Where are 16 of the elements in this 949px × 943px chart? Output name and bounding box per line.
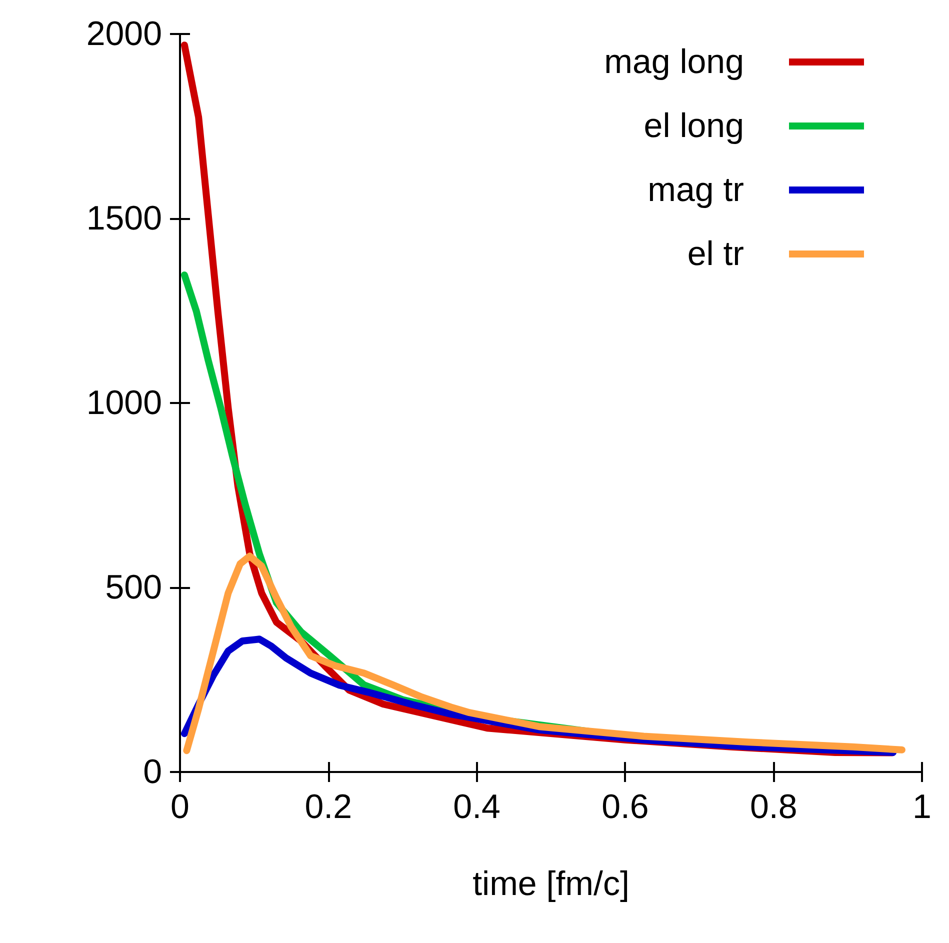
x-tick-label: 0.4 xyxy=(453,788,500,826)
y-tick-label: 500 xyxy=(105,568,162,606)
x-tick-label: 0.6 xyxy=(602,788,649,826)
legend-label: el long xyxy=(644,107,744,145)
x-tick-label: 0 xyxy=(170,788,190,826)
y-tick-label: 1000 xyxy=(86,384,162,422)
x-axis-title: time [fm/c] xyxy=(472,865,630,903)
x-tick-label: 0.2 xyxy=(304,788,352,826)
y-tick-label: 0 xyxy=(143,753,162,791)
y-tick-label: 1500 xyxy=(86,200,162,238)
x-tick-label: 0.8 xyxy=(750,788,798,826)
x-tick-label: 1 xyxy=(912,788,932,826)
legend-label: mag tr xyxy=(648,171,744,209)
y-tick-label: 2000 xyxy=(86,15,162,53)
legend-label: el tr xyxy=(687,235,744,273)
legend-label: mag long xyxy=(604,43,744,81)
